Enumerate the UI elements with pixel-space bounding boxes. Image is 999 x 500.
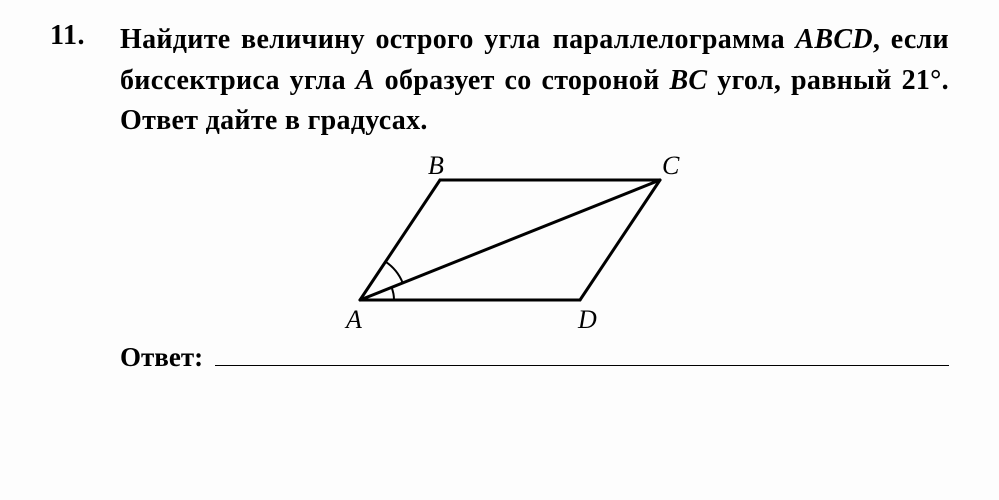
svg-text:D: D bbox=[577, 305, 597, 330]
problem-number: 11. bbox=[50, 20, 120, 52]
answer-row: Ответ: bbox=[120, 342, 949, 373]
answer-label: Ответ: bbox=[120, 342, 203, 373]
parallelogram-svg: A B C D bbox=[290, 150, 710, 330]
svg-text:B: B bbox=[428, 151, 444, 180]
exercise-page: 11. Найдите величину острого угла паралл… bbox=[0, 0, 999, 500]
parallelogram-figure: A B C D bbox=[50, 150, 949, 330]
problem-block: 11. Найдите величину острого угла паралл… bbox=[50, 20, 949, 142]
svg-text:A: A bbox=[344, 305, 362, 330]
problem-text: Найдите величину острого угла параллело­… bbox=[120, 20, 949, 142]
answer-line bbox=[215, 347, 949, 366]
svg-text:C: C bbox=[662, 151, 680, 180]
